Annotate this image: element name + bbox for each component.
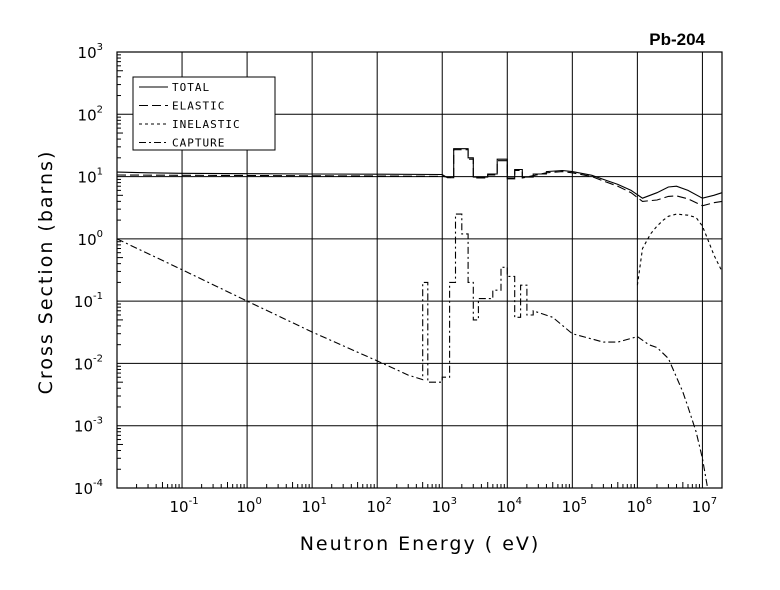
y-tick-label: 10-1 [74, 291, 103, 311]
legend-box [132, 76, 276, 151]
x-tick-label: 104 [497, 496, 522, 516]
legend-label-capture: CAPTURE [172, 137, 225, 150]
plot-frame [116, 51, 723, 489]
x-tick-label: 100 [236, 496, 261, 516]
x-tick-label: 101 [301, 496, 326, 516]
x-tick-label: 10-1 [170, 496, 199, 516]
x-tick-label: 107 [692, 496, 717, 516]
x-tick-label: 106 [627, 496, 652, 516]
x-tick-label: 103 [431, 496, 456, 516]
series-layer [116, 148, 723, 489]
y-tick-label: 10-2 [74, 353, 103, 373]
y-tick-label: 10-3 [74, 416, 103, 436]
x-tick-label: 105 [562, 496, 587, 516]
series-line-capture [116, 213, 709, 489]
y-tick-label: 100 [78, 229, 103, 249]
y-tick-label: 101 [78, 167, 103, 187]
y-tick-label: 102 [78, 104, 103, 124]
chart-title: Pb-204 [649, 30, 705, 49]
legend-label-elastic: ELASTIC [172, 100, 225, 113]
series-line-elastic [116, 149, 723, 207]
x-axis-title: Neutron Energy ( eV) [300, 533, 541, 555]
y-tick-label: 10-4 [74, 478, 103, 498]
y-tick-label: 103 [78, 42, 103, 62]
x-tick-label: 102 [366, 496, 391, 516]
y-axis-ticks: 10-4 10-3 10-2 10-1 100 101 102 103 [74, 42, 123, 498]
x-axis-ticks: 10-1 100 101 102 103 104 105 106 107 [136, 482, 723, 516]
legend-label-total: TOTAL [172, 81, 210, 94]
y-axis-title: Cross Section (barns) [35, 150, 57, 395]
legend-label-inelastic: INELASTIC [172, 118, 241, 131]
legend: TOTAL ELASTIC INELASTIC CAPTURE [132, 76, 276, 151]
